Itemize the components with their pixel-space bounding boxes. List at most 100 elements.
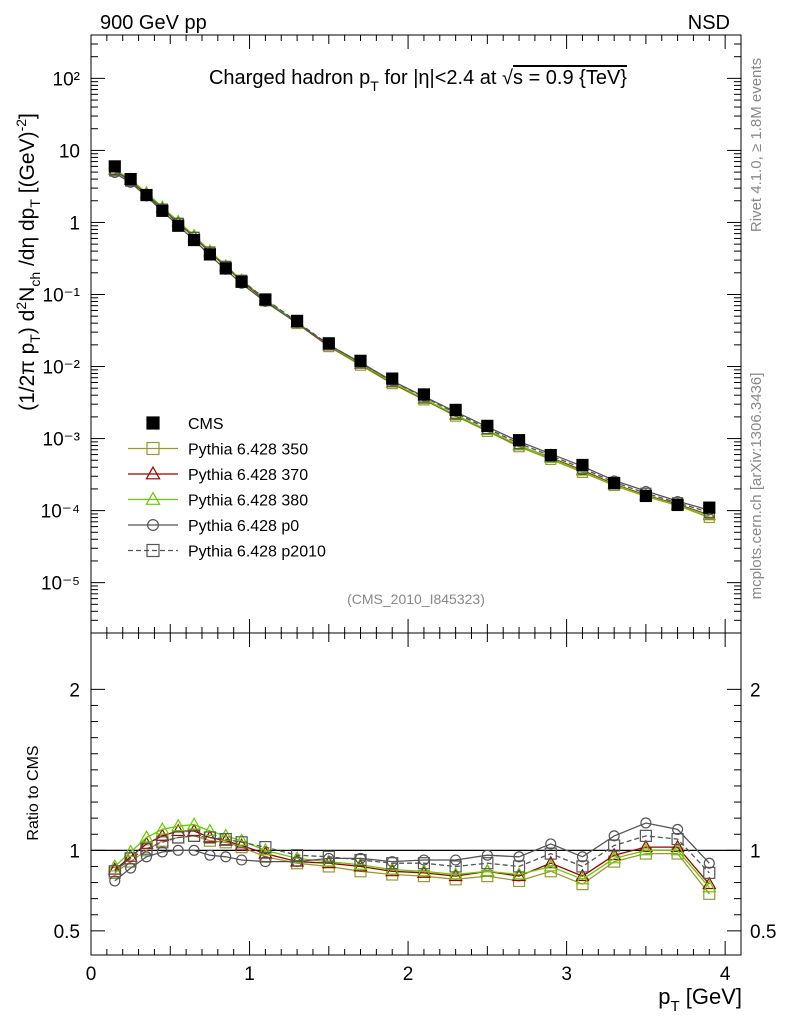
ratio-axes: 0 1 2 3 4 0.5 0.5 1 1 2 2	[54, 633, 776, 985]
ratio-series-point	[608, 839, 621, 852]
ratio-series-point	[575, 871, 590, 885]
cms-data-point	[203, 248, 217, 261]
ratio-series-point	[670, 842, 685, 856]
ratio-series-point	[290, 849, 304, 862]
main-series-point	[702, 508, 716, 521]
main-series-layer	[108, 160, 716, 524]
legend-marker	[146, 441, 160, 456]
ratio-y-tick-label-left: 2	[69, 680, 80, 701]
ratio-y-tick-label-right: 1	[750, 841, 761, 862]
ratio-series-point	[219, 832, 232, 846]
ratio-series-point	[125, 862, 137, 874]
ratio-series-point	[155, 828, 170, 841]
cms-data-point	[187, 233, 201, 247]
main-axes: 10⁻⁵ 10⁻⁴ 10⁻³ 10⁻² 10⁻¹ 1 10 10²	[41, 34, 742, 634]
header-left-label: 900 GeV pp	[100, 12, 207, 34]
cms-data-point	[639, 489, 652, 503]
ratio-series-point	[204, 849, 216, 861]
ratio-series-point	[640, 817, 652, 829]
main-y-tick-label: 10⁻⁴	[41, 502, 80, 523]
ratio-series-point	[187, 829, 201, 842]
ratio-series-point	[259, 856, 271, 868]
ratio-series-point	[575, 868, 590, 882]
ratio-y-axis-title: Ratio to CMS	[25, 745, 42, 840]
ratio-series-point	[186, 817, 202, 830]
legend-entry-label: Pythia 6.428 350	[188, 442, 308, 459]
ratio-series-point	[480, 863, 495, 877]
ratio-series-point	[638, 839, 653, 853]
ratio-series-point	[416, 863, 432, 877]
ratio-series-point	[156, 846, 168, 858]
cms-data-point	[235, 275, 248, 288]
ratio-series-point	[171, 818, 186, 832]
main-y-tick-label: 10⁻³	[43, 430, 81, 451]
ratio-series-point	[218, 828, 233, 841]
cms-data-point	[140, 188, 153, 202]
legend-entry-label: Pythia 6.428 p0	[188, 518, 299, 535]
ratio-series-point	[203, 831, 217, 844]
ratio-series-point	[220, 851, 232, 863]
ratio-series-point	[512, 860, 526, 873]
ratio-series-point	[481, 857, 494, 870]
main-series-line	[114, 172, 710, 511]
ratio-series-point	[124, 852, 137, 865]
ratio-series-point	[139, 829, 154, 843]
title-part-1: Charged hadron p	[209, 67, 370, 89]
x-tick-label: 2	[403, 964, 414, 985]
ratio-series-point	[386, 857, 399, 870]
mcplots-credit-label: mcplots.cern.ch [arXiv:1306.3436]	[748, 373, 765, 600]
title-subscript: T	[370, 78, 379, 94]
ratio-series-point	[234, 833, 249, 846]
rivet-version-label: Rivet 4.1.0, ≥ 1.8M events	[748, 58, 765, 232]
ratio-series-point	[291, 856, 303, 868]
header-right-label: NSD	[688, 12, 730, 34]
analysis-id-annotation: (CMS_2010_I845323)	[347, 591, 485, 607]
ratio-series-point	[703, 866, 716, 879]
title-sqrt: √	[502, 67, 513, 89]
ratio-series-point	[353, 857, 368, 870]
ratio-series-point	[703, 887, 716, 900]
cms-data-point	[544, 448, 557, 462]
cms-data-point	[449, 403, 462, 417]
ratio-series-point	[258, 842, 273, 856]
main-y-tick-label: 10⁻⁵	[41, 574, 80, 595]
ratio-series-point	[448, 866, 463, 880]
ratio-series-point	[511, 866, 527, 880]
legend-marker	[146, 416, 160, 430]
ratio-series-point	[449, 860, 462, 873]
ratio-series-point	[703, 857, 715, 869]
main-y-tick-label: 10	[59, 141, 80, 162]
cms-data-point	[219, 262, 232, 275]
ratio-series-point	[543, 855, 558, 869]
main-series-line	[114, 169, 710, 516]
cms-data-point	[290, 314, 304, 327]
ratio-series-point	[576, 851, 589, 863]
cms-data-point	[703, 501, 716, 514]
ratio-series-point	[450, 854, 462, 866]
ratio-series-point	[543, 858, 558, 872]
ratio-series-point	[544, 847, 557, 860]
ratio-y-tick-label-left: 0.5	[54, 922, 80, 943]
ratio-series-point	[670, 839, 685, 853]
x-tick-label: 4	[720, 964, 731, 985]
ratio-series-point	[140, 851, 153, 863]
legend: CMS Pythia 6.428 350 Pythia 6.428 370 Pythi…	[128, 416, 326, 561]
ratio-series-point	[702, 879, 717, 893]
cms-data-point	[172, 219, 185, 232]
x-tick-label: 3	[561, 964, 572, 985]
cms-data-point	[354, 354, 367, 367]
ratio-series-point	[448, 868, 463, 882]
ratio-series-point	[638, 842, 653, 856]
main-y-tick-label: 1	[69, 213, 80, 234]
ratio-series-point	[188, 844, 200, 856]
cms-data-point	[576, 458, 589, 472]
ratio-series-point	[172, 844, 184, 856]
cms-data-point	[417, 388, 431, 401]
legend-marker	[145, 491, 161, 505]
ratio-series-layer	[107, 817, 717, 900]
ratio-series-point	[545, 838, 557, 850]
main-series-line	[114, 170, 710, 513]
ratio-series-point	[671, 832, 684, 846]
ratio-series-point	[259, 841, 272, 854]
